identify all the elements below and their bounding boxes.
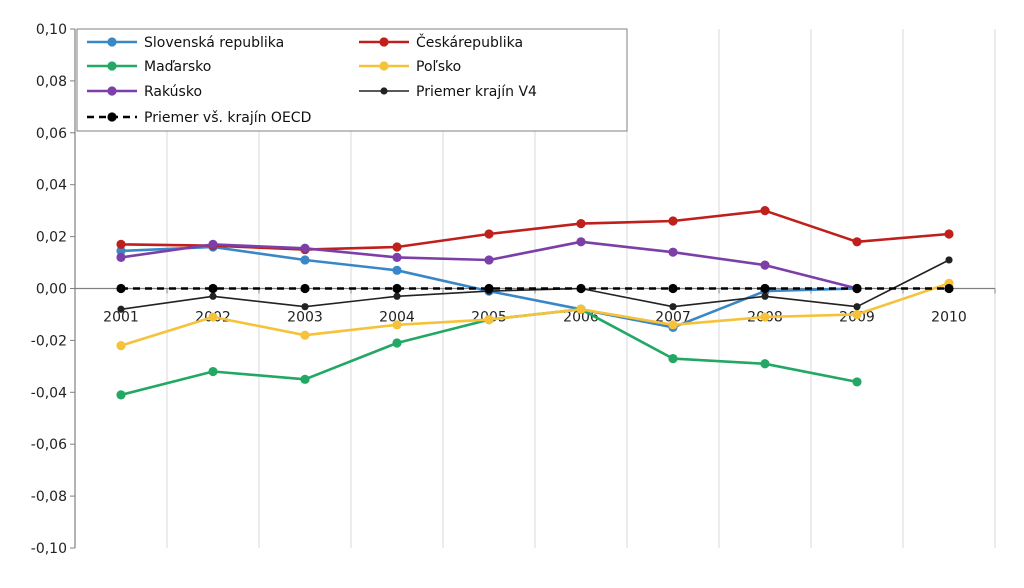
data-point xyxy=(853,303,861,311)
data-point xyxy=(945,256,953,264)
data-point xyxy=(760,359,770,369)
data-point xyxy=(208,366,218,377)
data-point xyxy=(300,255,310,265)
legend-label: Priemer vš. krajín OECD xyxy=(144,110,311,126)
x-tick-label: 2004 xyxy=(379,310,415,326)
x-tick-label: 2001 xyxy=(103,310,139,326)
legend-label: Rakúsko xyxy=(144,84,202,100)
y-tick-label: -0,04 xyxy=(31,385,67,401)
data-point xyxy=(668,247,678,257)
data-point xyxy=(116,390,126,400)
y-tick-label: 0,02 xyxy=(36,230,67,246)
legend-item-3: Poľsko xyxy=(359,59,461,75)
data-point xyxy=(208,312,218,322)
data-point xyxy=(944,283,954,294)
legend-label: Slovenská republika xyxy=(144,35,284,51)
data-point xyxy=(760,260,770,270)
legend-marker xyxy=(107,61,117,71)
y-tick-label: -0,06 xyxy=(31,437,67,453)
data-point xyxy=(116,283,126,294)
data-point xyxy=(208,283,218,294)
series-6 xyxy=(116,283,954,294)
y-tick-label: 0,06 xyxy=(36,126,67,142)
data-point xyxy=(116,340,126,351)
data-point xyxy=(576,219,586,229)
data-point xyxy=(393,292,401,300)
data-point xyxy=(300,330,310,340)
data-point xyxy=(116,252,126,262)
data-point xyxy=(852,237,862,247)
legend-item-5: Priemer krajín V4 xyxy=(359,84,537,100)
legend-label: Českárepublika xyxy=(416,33,523,51)
data-point xyxy=(116,239,126,249)
legend-box xyxy=(76,28,628,132)
data-point xyxy=(576,304,586,314)
data-point xyxy=(392,242,402,252)
data-point xyxy=(209,292,217,300)
y-tick-labels: 0,10 0,08 0,06 0,04 0,02 0,00 -0,02 -0,04 -0,06 -… xyxy=(31,22,75,557)
data-point xyxy=(760,206,770,216)
data-point xyxy=(208,239,218,249)
data-point xyxy=(392,283,402,294)
y-tick-label: 0,04 xyxy=(36,178,67,194)
y-tick-label: 0,10 xyxy=(36,22,67,38)
x-tick-label: 2010 xyxy=(931,310,967,326)
data-point xyxy=(392,338,402,348)
legend-label: Poľsko xyxy=(416,59,461,75)
data-point xyxy=(760,312,770,322)
legend-item-6: Priemer vš. krajín OECD xyxy=(87,110,311,126)
legend-item-4: Rakúsko xyxy=(87,84,202,100)
data-point xyxy=(852,309,862,320)
data-point xyxy=(301,303,309,311)
legend-item-0: Slovenská republika xyxy=(87,35,284,51)
data-point xyxy=(300,243,310,253)
legend-marker xyxy=(107,37,117,47)
y-tick-label: 0,08 xyxy=(36,74,67,90)
data-point xyxy=(116,246,126,256)
legend-item-1: Českárepublika xyxy=(359,33,523,51)
data-point xyxy=(668,320,678,330)
data-point xyxy=(117,305,125,313)
data-point xyxy=(669,303,677,311)
data-point xyxy=(392,265,402,275)
data-point xyxy=(760,283,770,294)
data-point xyxy=(668,216,678,226)
data-point xyxy=(300,374,310,384)
data-point xyxy=(392,320,402,330)
legend-marker xyxy=(107,86,117,96)
y-tick-label: 0,00 xyxy=(36,282,67,298)
data-point xyxy=(484,283,494,294)
data-point xyxy=(668,353,678,364)
data-point xyxy=(944,229,954,239)
data-series xyxy=(116,206,954,400)
legend-marker xyxy=(379,61,389,71)
data-point xyxy=(576,237,586,247)
y-tick-label: -0,10 xyxy=(31,541,67,557)
data-point xyxy=(484,229,494,239)
data-point xyxy=(300,283,310,294)
data-point xyxy=(852,377,862,387)
data-point xyxy=(484,315,494,325)
legend-item-2: Maďarsko xyxy=(87,59,211,75)
legend-label: Maďarsko xyxy=(144,59,211,75)
y-tick-label: -0,02 xyxy=(31,333,67,349)
legend-marker xyxy=(379,37,389,47)
y-tick-label: -0,08 xyxy=(31,489,67,505)
data-point xyxy=(484,255,494,265)
x-tick-label: 2007 xyxy=(655,310,691,326)
series-3 xyxy=(116,278,954,351)
legend-marker xyxy=(380,87,388,95)
data-point xyxy=(761,292,769,300)
data-point xyxy=(576,283,586,294)
data-point xyxy=(392,252,402,262)
legend-label: Priemer krajín V4 xyxy=(416,84,537,100)
legend: Slovenská republika Českárepublika Maďarsk… xyxy=(76,28,628,132)
data-point xyxy=(668,283,678,294)
data-point xyxy=(852,283,862,294)
legend-marker xyxy=(107,112,117,122)
x-tick-label: 2003 xyxy=(287,310,323,326)
series-line xyxy=(120,282,950,347)
